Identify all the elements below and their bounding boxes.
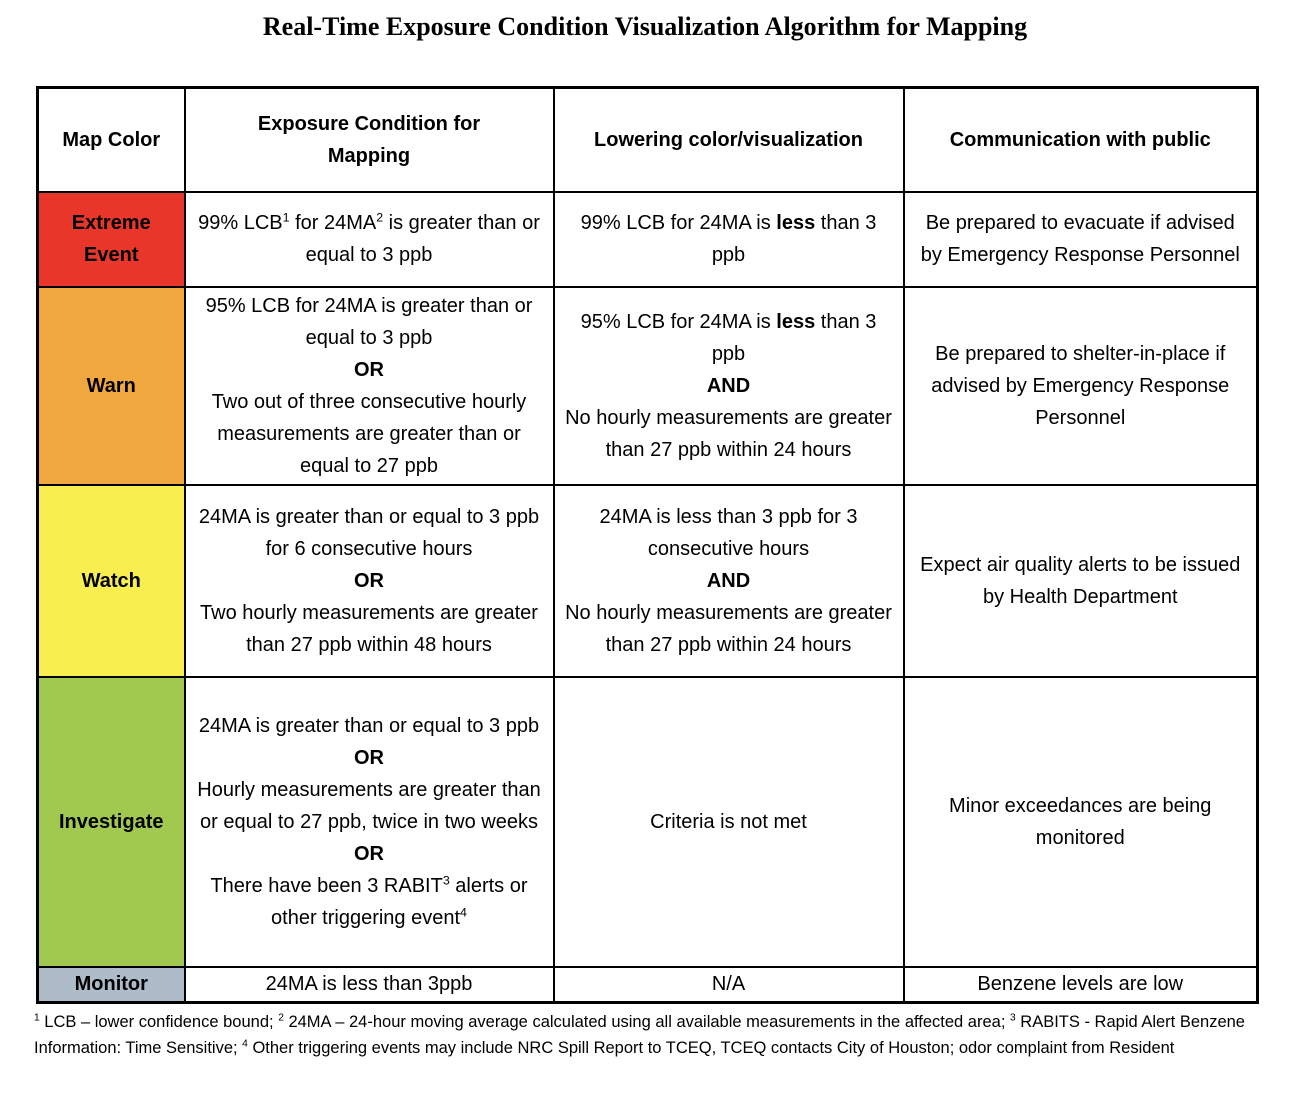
exposure-cell-watch: 24MA is greater than or equal to 3 ppb f… [183,483,555,678]
map-color-cell-watch: Watch [36,483,186,678]
header-row: Map Color Exposure Condition for Mapping L… [36,86,1259,193]
exposure-condition-table: Map Color Exposure Condition for Mapping L… [36,86,1259,1004]
column-header-1: Exposure Condition for Mapping [183,86,555,193]
column-header-2: Lowering color/visualization [552,86,905,193]
lowering-cell-warn: 95% LCB for 24MA is less than 3 ppb AND No… [552,285,905,486]
table-row-extreme-event: Extreme Event 99% LCB1 for 24MA2 is great… [36,190,1259,288]
footnotes: 1 LCB – lower confidence bound; 2 24MA –… [34,1012,1245,1057]
lowering-cell-extreme-event: 99% LCB for 24MA is less than 3 ppb [552,190,905,288]
table-row-watch: Watch 24MA is greater than or equal to 3 … [36,483,1259,678]
table-header: Map Color Exposure Condition for Mapping L… [36,86,1259,193]
column-header-3: Communication with public [902,86,1259,193]
exposure-cell-warn: 95% LCB for 24MA is greater than or equa… [183,285,555,486]
communication-cell-extreme-event: Be prepared to evacuate if advised by Em… [902,190,1259,288]
map-color-cell-monitor: Monitor [36,965,186,1004]
map-color-cell-investigate: Investigate [36,675,186,968]
lowering-cell-monitor: N/A [552,965,905,1004]
table-row-investigate: Investigate 24MA is greater than or equal… [36,675,1259,968]
exposure-cell-extreme-event: 99% LCB1 for 24MA2 is greater than or eq… [183,190,555,288]
map-color-cell-warn: Warn [36,285,186,486]
table-row-monitor: Monitor 24MA is less than 3ppb N/A Benzene … [36,965,1259,1004]
page-title: Real-Time Exposure Condition Visualizati… [262,12,1028,41]
communication-cell-warn: Be prepared to shelter-in-place if advis… [902,285,1259,486]
communication-cell-watch: Expect air quality alerts to be issued b… [902,483,1259,678]
exposure-cell-monitor: 24MA is less than 3ppb [183,965,555,1004]
exposure-table-body: Extreme Event 99% LCB1 for 24MA2 is great… [36,190,1259,1004]
table-row-warn: Warn 95% LCB for 24MA is greater than or … [36,285,1259,486]
column-header-0: Map Color [36,86,186,193]
lowering-cell-investigate: Criteria is not met [552,675,905,968]
exposure-cell-investigate: 24MA is greater than or equal to 3 ppb OR… [183,675,555,968]
map-color-cell-extreme-event: Extreme Event [36,190,186,288]
communication-cell-monitor: Benzene levels are low [902,965,1259,1004]
communication-cell-investigate: Minor exceedances are being monitored [902,675,1259,968]
lowering-cell-watch: 24MA is less than 3 ppb for 3 consecutiv… [552,483,905,678]
